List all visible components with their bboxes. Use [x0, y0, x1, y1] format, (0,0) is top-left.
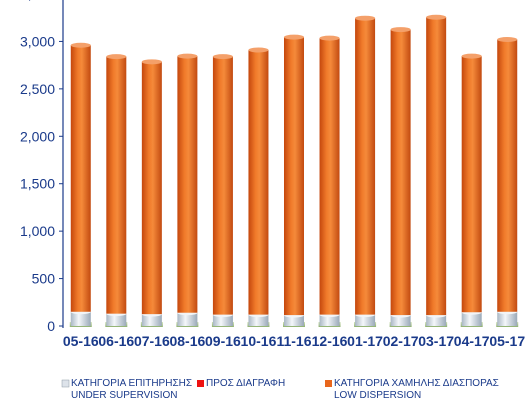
y-tick-label: 3,500 — [20, 0, 55, 2]
x-tick-label: 09-16 — [205, 333, 241, 349]
y-tick-label: 500 — [32, 271, 56, 287]
legend-label: ΚΑΤΗΓΟΡΙΑ ΕΠΙΤΗΡΗΣΗΣ — [71, 378, 192, 389]
bar-segment — [177, 312, 198, 326]
bar-cap — [248, 47, 269, 53]
x-tick-label: 05-17 — [489, 333, 525, 349]
bar-segment — [141, 314, 162, 326]
bar-segment — [212, 314, 233, 326]
bar-segment — [461, 312, 482, 326]
x-tick-label: 11-16 — [276, 333, 311, 349]
y-tick-label: 0 — [47, 318, 55, 334]
bar-cap — [177, 53, 198, 59]
x-tick-label: 08-16 — [169, 333, 205, 349]
bar-cap — [497, 37, 518, 43]
bar-segment — [177, 56, 198, 313]
bar-cap — [390, 27, 411, 33]
x-tick-label: 07-16 — [134, 333, 170, 349]
bar-segment — [426, 17, 447, 316]
bar-cap — [355, 15, 376, 21]
x-tick-label: 04-17 — [454, 333, 490, 349]
bar-cap — [141, 59, 162, 65]
y-tick-label: 3,000 — [20, 33, 55, 49]
bar-segment — [70, 311, 91, 326]
x-tick-label: 01-17 — [347, 333, 383, 349]
bar-segment — [212, 56, 233, 315]
bar-cap — [426, 14, 447, 20]
bar-segment — [461, 56, 482, 313]
bar-segment — [390, 315, 411, 326]
legend-label: UNDER SUPERVISION — [71, 390, 178, 401]
bar-segment — [390, 29, 411, 316]
bar-cap — [70, 42, 91, 48]
x-tick-label: 05-16 — [63, 333, 99, 349]
x-tick-label: 03-17 — [418, 333, 454, 349]
bar-cap — [284, 34, 304, 40]
x-tick-label: 02-17 — [383, 333, 419, 349]
x-tick-label: 10-16 — [241, 333, 277, 349]
legend-label: LOW DISPERSION — [334, 390, 421, 401]
bar-cap — [461, 53, 482, 59]
bar-segment — [106, 56, 127, 314]
bar-segment — [248, 49, 269, 315]
bar-segment — [106, 313, 127, 326]
x-tick-label: 06-16 — [98, 333, 134, 349]
bar-cap — [319, 35, 340, 41]
legend-entry: ΠΡΟΣ ΔΙΑΓΡΑΦΗ — [197, 378, 285, 389]
bar-segment — [426, 315, 447, 326]
legend-label: ΚΑΤΗΓΟΡΙΑ ΧΑΜΗΛΗΣ ΔΙΑΣΠΟΡΑΣ — [334, 378, 499, 389]
bars-layer — [69, 14, 519, 327]
bar-cap — [106, 54, 127, 60]
legend-label: ΠΡΟΣ ΔΙΑΓΡΑΦΗ — [206, 378, 285, 389]
bar-cap — [212, 54, 233, 60]
bar-segment — [319, 38, 340, 315]
bar-segment — [355, 18, 376, 315]
y-tick-label: 1,500 — [20, 176, 55, 192]
legend-swatch — [325, 380, 332, 387]
legend-swatch — [61, 379, 70, 388]
y-tick-label: 2,500 — [20, 81, 55, 97]
bar-segment — [355, 314, 376, 326]
bar-segment — [497, 311, 518, 326]
bar-segment — [248, 314, 269, 326]
x-tick-labels: 05-16 06-16 07-16 08-16 09-16 10-16 11-16 12-16… — [63, 333, 525, 349]
legend-swatch — [197, 380, 204, 387]
x-tick-label: 12-16 — [312, 333, 348, 349]
bar-segment — [284, 315, 304, 326]
bar-segment — [284, 37, 304, 316]
y-tick-label: 1,000 — [20, 223, 55, 239]
bar-segment — [70, 45, 91, 312]
y-tick-label: 2,000 — [20, 128, 55, 144]
bar-segment — [497, 39, 518, 312]
axis-layer: 0 500 1,000 1,500 2,000 2,500 3,000 3,500 — [20, 0, 64, 334]
bar-segment — [319, 314, 340, 326]
bar-segment — [141, 61, 162, 315]
